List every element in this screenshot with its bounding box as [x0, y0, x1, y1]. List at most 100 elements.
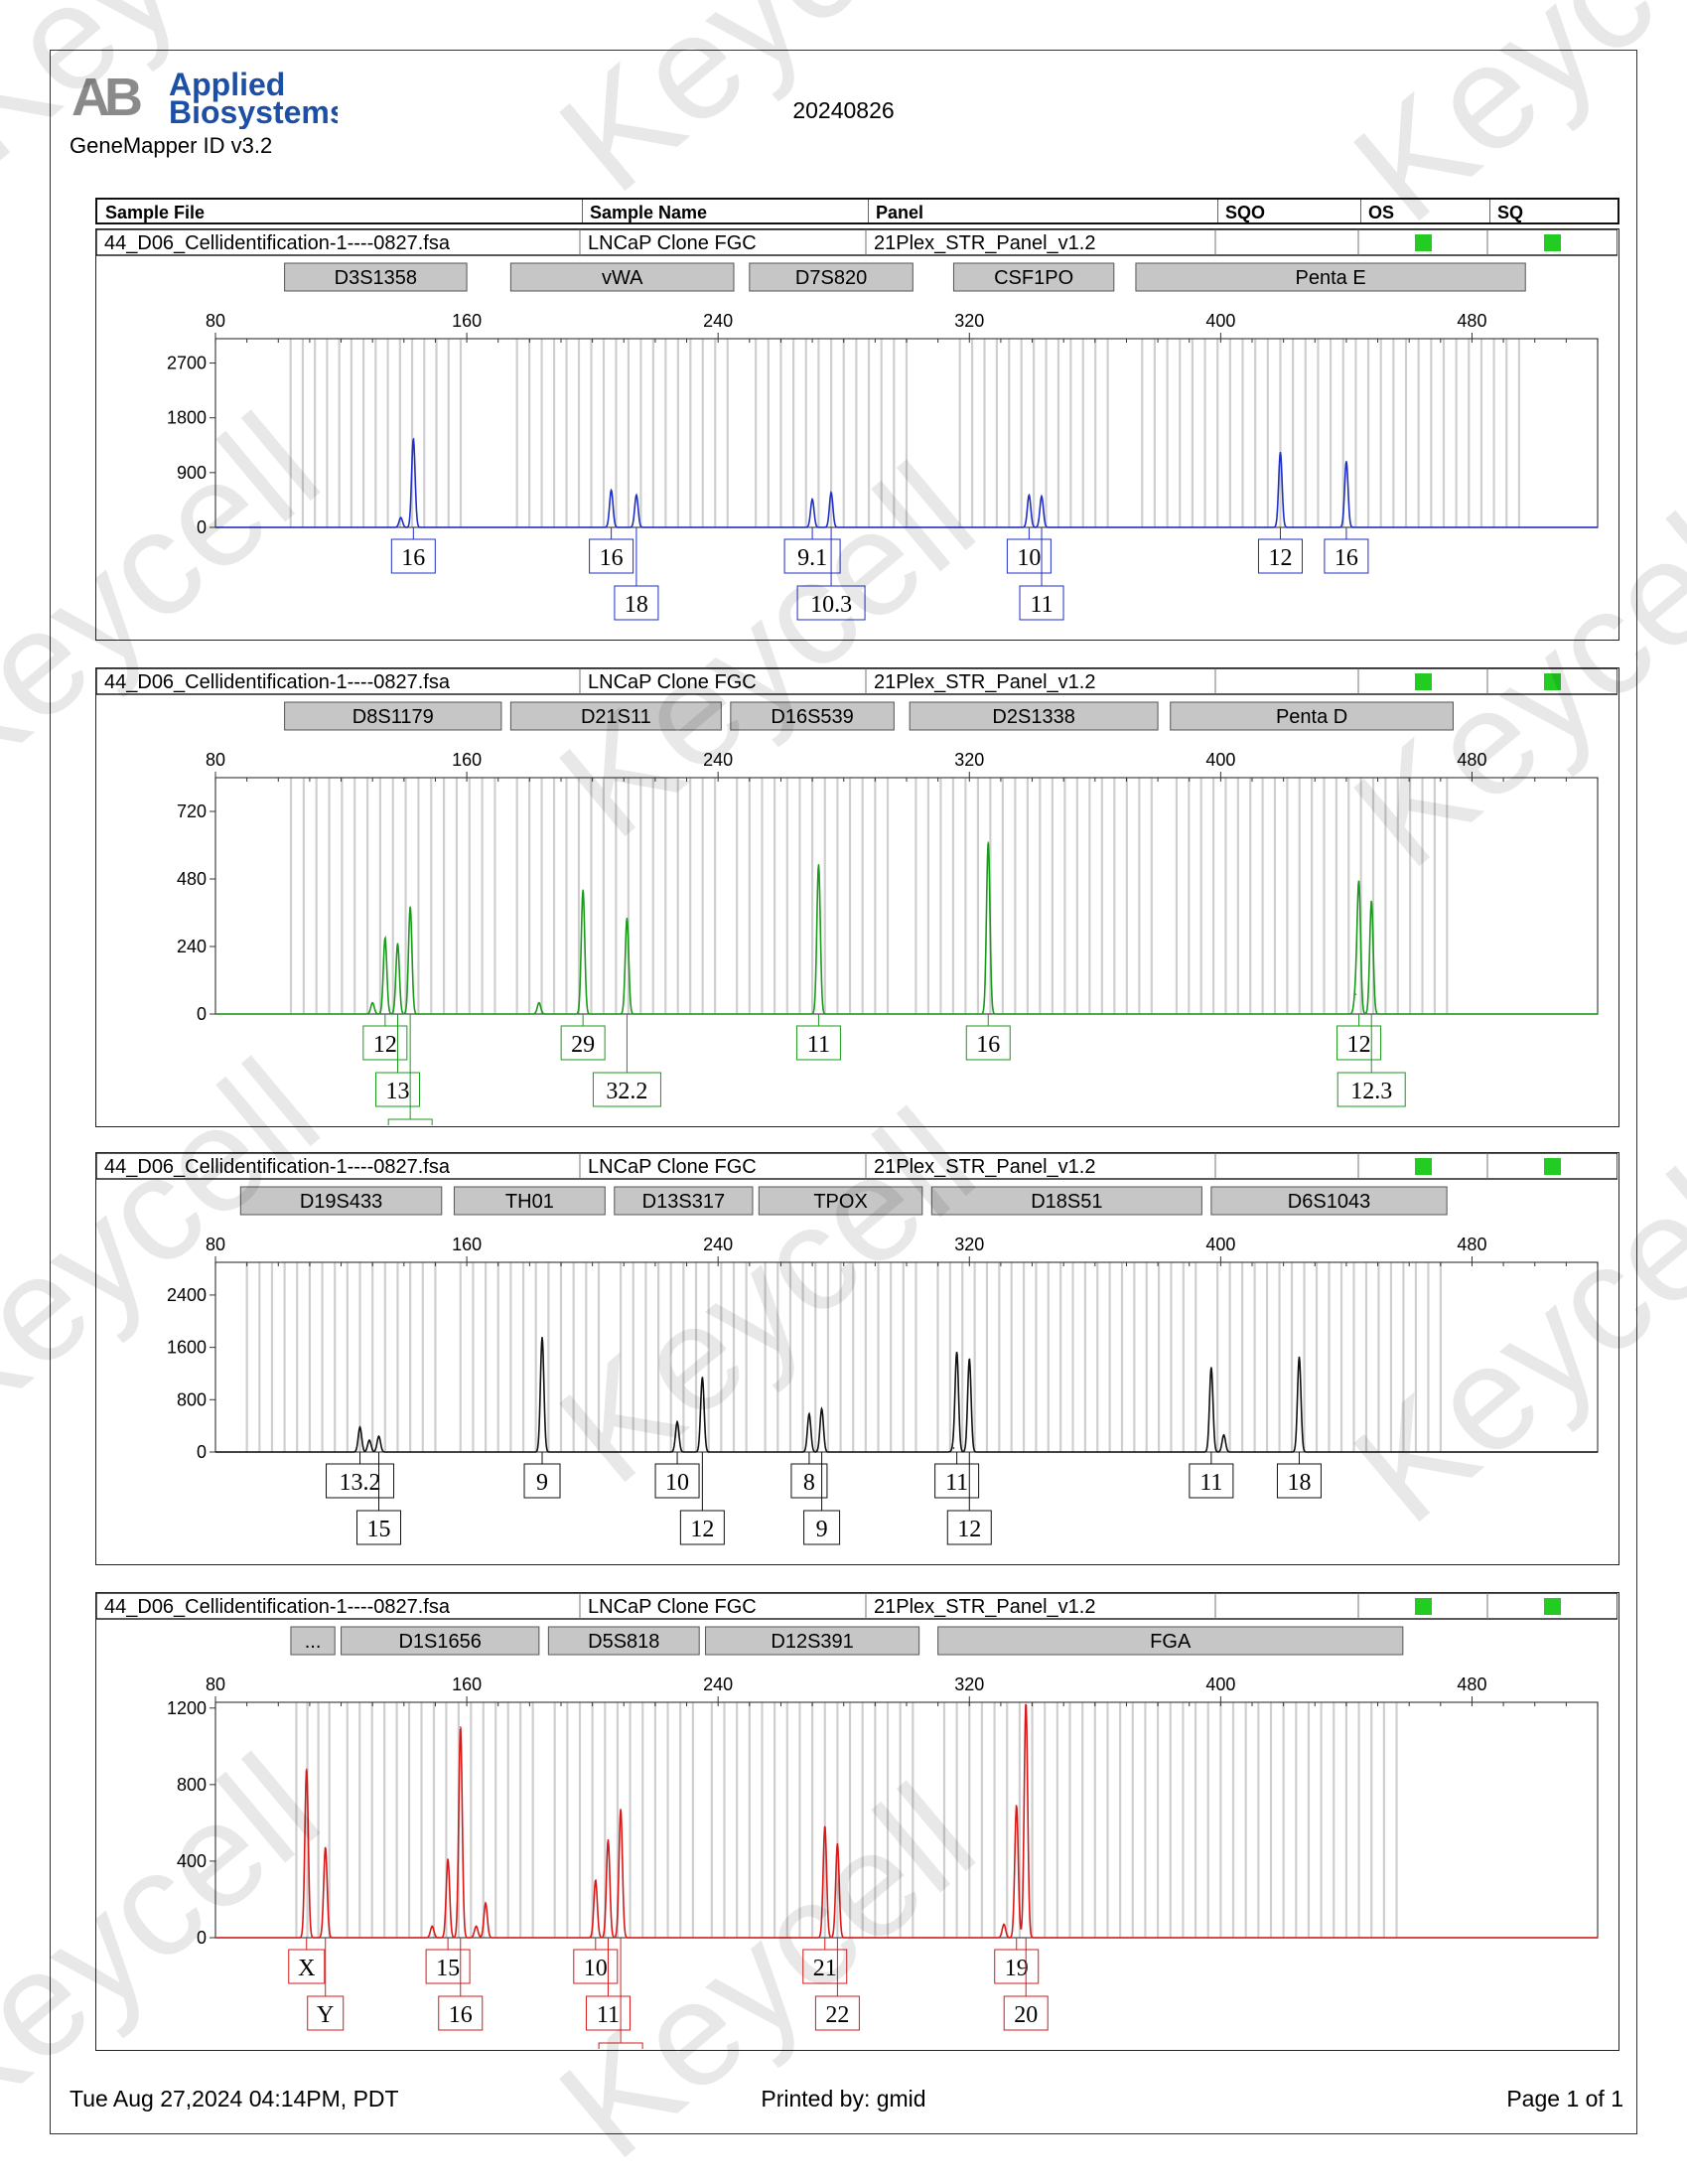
marker-label: TPOX	[813, 1191, 867, 1213]
allele-call-box	[796, 585, 866, 621]
allele-call-label: 16	[600, 545, 624, 571]
allele-call-box	[965, 1025, 1011, 1061]
allele-call-box	[802, 1949, 848, 1984]
x-tick-label: 80	[206, 311, 225, 331]
os-status-indicator	[1415, 234, 1432, 251]
peak	[1041, 495, 1043, 498]
electropherogram-green: 44_D06_Cellidentification-1----0827.fsa L…	[95, 667, 1618, 1154]
x-tick-label: 240	[703, 1674, 733, 1694]
allele-call-box	[1003, 1995, 1049, 2031]
peak	[358, 1426, 361, 1428]
peak	[968, 1358, 971, 1361]
x-tick-label: 480	[1457, 750, 1486, 770]
x-tick-label: 400	[1205, 311, 1235, 331]
allele-call-box	[356, 1510, 402, 1545]
trace-black	[215, 1337, 1598, 1453]
marker-label: D16S539	[771, 706, 853, 728]
allele-call-label: 19	[1005, 1956, 1029, 1981]
allele-call-label: 10	[665, 1470, 689, 1496]
sq-status-indicator	[1544, 1158, 1561, 1175]
y-tick-label: 0	[197, 1004, 207, 1024]
allele-call-box	[438, 1995, 484, 2031]
allele-call-label: 16	[976, 1032, 1000, 1058]
peak	[447, 1858, 449, 1860]
allele-bins	[295, 1702, 1398, 1938]
allele-call-box	[614, 585, 659, 621]
peak	[1357, 883, 1360, 886]
allele-call-box	[803, 1510, 841, 1545]
marker-label: D7S820	[795, 267, 867, 289]
peak	[620, 1809, 622, 1811]
peak	[626, 917, 629, 920]
marker--	[290, 1626, 336, 1656]
sample-file: 44_D06_Cellidentification-1----0827.fsa	[104, 232, 451, 254]
allele-call-box	[390, 538, 436, 574]
app-version: GeneMapper ID v3.2	[70, 133, 273, 158]
y-tick-label: 480	[177, 869, 207, 889]
allele-call-box	[592, 1072, 661, 1107]
allele-call-box	[1019, 585, 1064, 621]
os-status-indicator	[1415, 673, 1432, 690]
y-tick-label: 720	[177, 801, 207, 821]
marker-tpox	[758, 1186, 923, 1216]
allele-call-label: 10.3	[810, 592, 852, 618]
peak	[1210, 1367, 1212, 1369]
peak	[987, 841, 990, 843]
peak	[607, 1838, 610, 1841]
peak	[1015, 1805, 1018, 1807]
peak	[836, 1842, 839, 1845]
allele-call-label: 10	[584, 1956, 608, 1981]
trace-green	[215, 842, 1598, 1015]
allele-call-box	[326, 1463, 395, 1499]
marker-label: D8S1179	[352, 706, 434, 728]
allele-call-box	[679, 1510, 725, 1545]
plot-area	[214, 1701, 1599, 1939]
marker-d8s1179	[284, 701, 502, 731]
allele-call-box	[589, 538, 634, 574]
peak	[1003, 1923, 1005, 1926]
panel-black: 44_D06_Cellidentification-1----0827.fsa L…	[95, 1152, 1619, 1565]
sample-file: 44_D06_Cellidentification-1----0827.fsa	[104, 671, 451, 693]
peak	[1345, 461, 1347, 463]
allele-call-label: 9.1	[797, 545, 827, 571]
x-tick-label: 320	[954, 1674, 984, 1694]
marker-label: D19S433	[300, 1191, 382, 1213]
marker-label: ...	[305, 1631, 322, 1653]
peak	[595, 1879, 597, 1881]
peak	[582, 889, 584, 892]
electropherogram-red: 44_D06_Cellidentification-1----0827.fsa L…	[95, 1592, 1618, 2078]
y-tick-label: 1600	[167, 1338, 207, 1358]
peak	[1222, 1434, 1225, 1436]
allele-call-label: 12	[373, 1032, 397, 1058]
allele-call-label: 13.2	[340, 1470, 381, 1496]
y-tick-label: 1800	[167, 408, 207, 428]
peak	[384, 937, 386, 940]
allele-call-label: 11	[597, 2002, 620, 2028]
allele-bins	[289, 778, 1449, 1014]
peak	[823, 1825, 826, 1828]
x-tick-label: 240	[703, 1235, 733, 1254]
applied-biosystems-logo: AB Applied Biosystems	[71, 67, 338, 129]
allele-call-label: 8	[803, 1470, 815, 1496]
marker-label: D3S1358	[335, 267, 417, 289]
marker-d12s391	[705, 1626, 920, 1656]
allele-call-label: 15	[367, 1517, 391, 1542]
peak	[368, 1439, 370, 1441]
allele-call-box	[790, 1463, 828, 1499]
allele-call-label: 20	[1014, 2002, 1038, 2028]
allele-call-box	[1336, 1072, 1406, 1107]
marker-penta-e	[1135, 262, 1526, 292]
allele-bins	[245, 1262, 1443, 1452]
allele-call-label: 18	[625, 592, 648, 618]
x-tick-label: 80	[206, 750, 225, 770]
peak	[952, 1447, 955, 1449]
peak	[1028, 494, 1031, 497]
allele-call-label: 21	[813, 1956, 837, 1981]
allele-call-box	[814, 1995, 860, 2031]
x-tick-label: 80	[206, 1674, 225, 1694]
x-tick-label: 160	[452, 750, 482, 770]
peak	[371, 1001, 373, 1004]
page-number: Page 1 of 1	[1506, 2086, 1623, 2111]
peak	[305, 1768, 308, 1771]
peak	[412, 438, 415, 440]
